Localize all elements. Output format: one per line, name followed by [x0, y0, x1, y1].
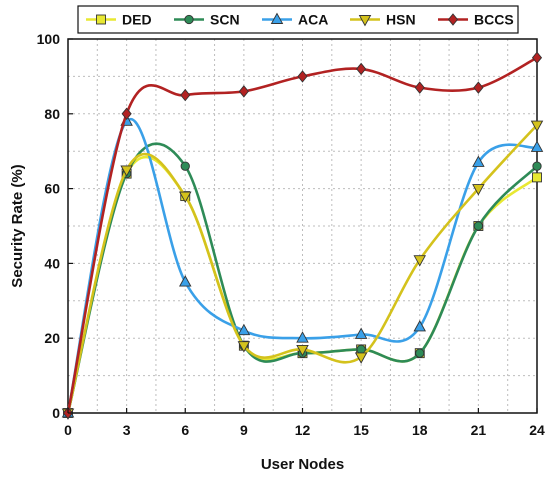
y-axis-ticks: 0 20 40 60 80 100	[37, 31, 73, 421]
x-tick-label: 18	[412, 422, 428, 438]
data-point-aca	[237, 323, 251, 336]
data-point-scn	[356, 344, 366, 355]
series-layer	[61, 51, 544, 420]
data-point-hsn	[472, 184, 485, 196]
data-point-hsn	[237, 341, 251, 353]
x-tick-label: 21	[471, 422, 487, 438]
series-line-bccs	[66, 56, 538, 414]
x-axis-ticks: 0 3 6 9 12 15 18 21 24	[64, 408, 545, 438]
data-point-hsn	[530, 120, 544, 132]
y-tick-label: 40	[44, 255, 60, 271]
data-point-aca	[178, 275, 192, 287]
data-point-bccs	[238, 85, 249, 98]
data-point-aca	[296, 331, 309, 343]
series-line-aca	[66, 117, 538, 414]
data-point-bccs	[473, 81, 484, 94]
x-tick-label: 6	[181, 422, 189, 438]
y-tick-label: 0	[52, 405, 60, 421]
legend-marker-ded	[96, 14, 106, 25]
legend-label-aca: ACA	[298, 12, 328, 28]
data-point-hsn	[413, 255, 427, 267]
data-point-scn	[473, 221, 484, 231]
data-point-hsn	[354, 352, 368, 364]
data-point-aca	[413, 320, 427, 332]
data-point-aca	[354, 327, 368, 339]
y-tick-label: 20	[44, 330, 60, 346]
data-point-scn	[532, 161, 542, 171]
data-point-aca	[530, 140, 544, 152]
data-point-bccs	[121, 107, 132, 121]
data-point-bccs	[297, 70, 308, 83]
y-tick-label: 100	[37, 31, 61, 47]
legend-label-ded: DED	[122, 12, 152, 28]
legend: DED SCN ACA HSN BCCS	[77, 5, 519, 34]
series-hsn	[61, 120, 544, 420]
y-axis-label: Security Rate (%)	[9, 164, 26, 287]
legend-label-scn: SCN	[210, 12, 240, 28]
x-tick-label: 3	[123, 422, 131, 438]
data-point-scn	[415, 348, 425, 358]
series-bccs	[62, 51, 543, 420]
data-point-bccs	[531, 51, 543, 64]
data-point-bccs	[356, 62, 367, 76]
y-tick-label: 80	[44, 106, 60, 122]
data-point-hsn	[120, 165, 133, 177]
y-tick-label: 60	[44, 181, 60, 197]
data-point-bccs	[180, 88, 191, 102]
data-point-aca	[472, 155, 485, 167]
data-point-bccs	[414, 81, 425, 94]
legend-marker-bccs	[447, 13, 459, 26]
data-point-hsn	[178, 191, 192, 204]
legend-marker-aca	[270, 12, 284, 24]
x-axis-label: User Nodes	[261, 456, 344, 473]
legend-label-bccs: BCCS	[474, 12, 514, 28]
legend-marker-scn	[184, 14, 194, 25]
series-ded	[63, 155, 542, 418]
x-tick-label: 12	[295, 422, 311, 438]
data-point-ded	[532, 172, 542, 183]
x-tick-label: 15	[353, 422, 369, 438]
legend-marker-hsn	[358, 15, 372, 27]
x-tick-label: 24	[529, 422, 545, 438]
data-point-hsn	[296, 344, 309, 357]
data-point-scn	[180, 161, 190, 171]
x-tick-label: 0	[64, 422, 72, 438]
x-tick-label: 9	[240, 422, 248, 438]
legend-label-hsn: HSN	[386, 12, 416, 28]
